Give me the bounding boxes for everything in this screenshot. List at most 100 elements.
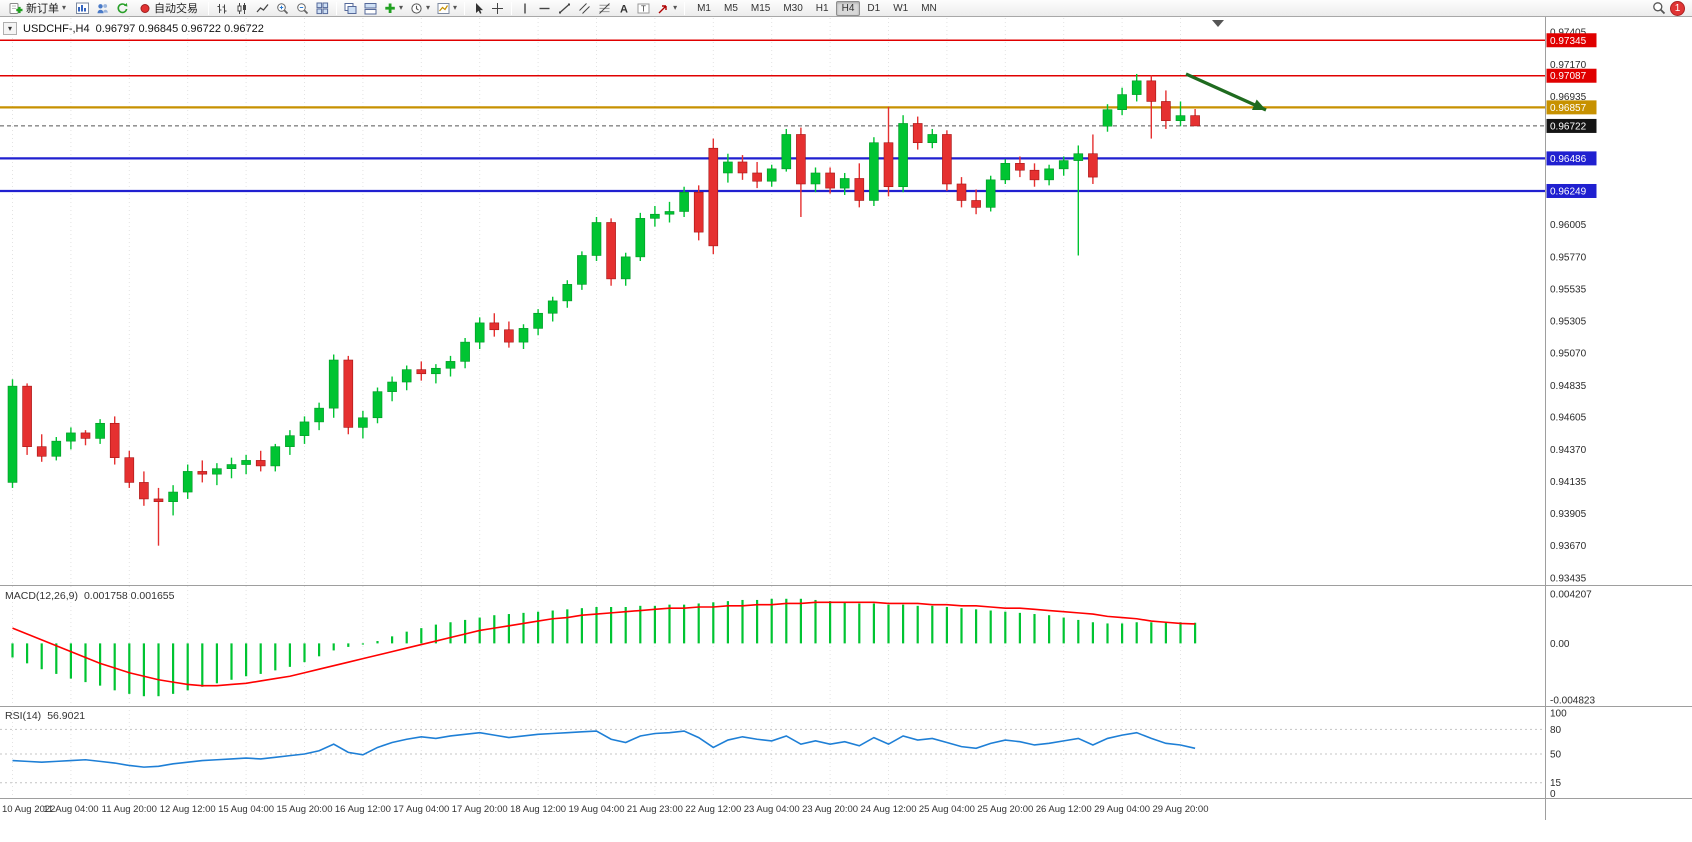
- timeframe-h4-button[interactable]: H4: [835, 0, 861, 16]
- svg-text:15 Aug 20:00: 15 Aug 20:00: [277, 804, 333, 815]
- cursor-button[interactable]: [469, 1, 487, 16]
- channel-tool-button[interactable]: [575, 1, 594, 16]
- autotrading-status-icon: [140, 3, 150, 13]
- candlestick-chart-icon: [237, 2, 247, 14]
- refresh-button[interactable]: [113, 1, 132, 16]
- crosshair-button[interactable]: [488, 1, 507, 16]
- timeframe-mn-button[interactable]: MN: [921, 2, 937, 14]
- svg-text:T: T: [641, 4, 646, 13]
- svg-text:0.97345: 0.97345: [1550, 36, 1587, 47]
- ohlc-values: 0.96797 0.96845 0.96722 0.96722: [95, 22, 264, 35]
- trendline-tool-button[interactable]: [555, 1, 574, 16]
- svg-text:0.004207: 0.004207: [1550, 590, 1592, 601]
- timeframe-m15-button[interactable]: M15: [750, 2, 771, 14]
- svg-text:0.97170: 0.97170: [1550, 60, 1587, 71]
- profiles-button[interactable]: [93, 1, 112, 16]
- toolbar-separator: [208, 1, 210, 15]
- svg-text:50: 50: [1550, 750, 1562, 761]
- timeframe-d1-button[interactable]: D1: [867, 2, 881, 14]
- text-tool-button[interactable]: A: [615, 1, 633, 16]
- svg-text:-0.004823: -0.004823: [1550, 696, 1595, 707]
- caret-down-icon: ▾: [399, 3, 404, 12]
- search-icon: [1653, 2, 1666, 15]
- arrange-windows-icon: [364, 2, 377, 14]
- zoom-out-icon: [297, 2, 309, 14]
- svg-text:0.96486: 0.96486: [1550, 154, 1587, 165]
- svg-text:15: 15: [1550, 778, 1562, 789]
- svg-text:0.94835: 0.94835: [1550, 381, 1587, 392]
- candlestick-chart-button[interactable]: [233, 1, 252, 16]
- rsi-name: RSI(14): [5, 710, 42, 722]
- svg-text:A: A: [620, 3, 628, 15]
- toolbar-separator: [684, 1, 686, 15]
- svg-text:80: 80: [1550, 725, 1562, 736]
- svg-text:0.93670: 0.93670: [1550, 541, 1587, 552]
- timeframe-m30-button[interactable]: M30: [783, 2, 803, 14]
- zoom-in-icon: [277, 2, 289, 14]
- trendline-icon: [559, 3, 571, 13]
- autotrading-button[interactable]: 自动交易: [133, 1, 204, 16]
- svg-text:15 Aug 04:00: 15 Aug 04:00: [218, 804, 274, 815]
- svg-text:24 Aug 12:00: 24 Aug 12:00: [861, 804, 917, 815]
- cascade-windows-button[interactable]: [341, 1, 360, 16]
- toolbar-separator: [511, 1, 513, 15]
- tile-windows-button[interactable]: [313, 1, 332, 16]
- zoom-in-button[interactable]: [273, 1, 292, 16]
- caret-down-icon: ▾: [453, 3, 458, 12]
- svg-text:0.96857: 0.96857: [1550, 103, 1587, 114]
- caret-down-icon: ▾: [426, 3, 431, 12]
- arrows-tool-button[interactable]: ▾: [654, 1, 680, 16]
- svg-text:18 Aug 12:00: 18 Aug 12:00: [510, 804, 566, 815]
- clock-icon: [411, 2, 422, 14]
- svg-text:25 Aug 04:00: 25 Aug 04:00: [919, 804, 975, 815]
- timeframe-w1-button[interactable]: W1: [893, 2, 909, 14]
- new-order-button[interactable]: 新订单 ▾: [3, 1, 72, 16]
- line-chart-icon: [256, 3, 269, 12]
- macd-header: MACD(12,26,9) 0.001758 0.001655: [5, 590, 174, 602]
- templates-button[interactable]: ▾: [434, 1, 460, 16]
- svg-text:0.97087: 0.97087: [1550, 71, 1587, 82]
- svg-text:12 Aug 12:00: 12 Aug 12:00: [160, 804, 216, 815]
- charts-window-button[interactable]: [73, 1, 92, 16]
- price-axis: 0.974050.971700.969350.967050.964700.962…: [1546, 28, 1597, 800]
- svg-text:0.96005: 0.96005: [1550, 220, 1587, 231]
- template-icon: [437, 2, 450, 14]
- vertical-line-tool-button[interactable]: [516, 1, 534, 16]
- panel-frames: [0, 17, 1692, 820]
- horizontal-line-tool-button[interactable]: [535, 1, 554, 16]
- caret-down-icon: ▾: [62, 3, 67, 12]
- label-tool-button[interactable]: T: [634, 1, 653, 16]
- svg-text:11 Aug 04:00: 11 Aug 04:00: [43, 804, 98, 815]
- svg-text:0.94370: 0.94370: [1550, 445, 1587, 456]
- one-click-trading-toggle[interactable]: ▾: [3, 22, 17, 35]
- search-button[interactable]: [1649, 1, 1669, 16]
- rsi-header: RSI(14) 56.9021: [5, 710, 85, 722]
- periods-button[interactable]: ▾: [407, 1, 433, 16]
- timeframe-m1-button[interactable]: M1: [697, 2, 711, 14]
- arrange-windows-button[interactable]: [361, 1, 380, 16]
- main-toolbar: 新订单 ▾ 自动交易: [0, 0, 1692, 17]
- svg-text:0.95070: 0.95070: [1550, 349, 1587, 360]
- text-label-icon: T: [637, 3, 650, 13]
- bar-chart-icon: [217, 3, 227, 13]
- svg-text:29 Aug 04:00: 29 Aug 04:00: [1094, 804, 1150, 815]
- bar-chart-button[interactable]: [213, 1, 232, 16]
- svg-text:17 Aug 20:00: 17 Aug 20:00: [452, 804, 508, 815]
- indicators-button[interactable]: ▾: [381, 1, 406, 16]
- zoom-out-button[interactable]: [293, 1, 312, 16]
- timeframe-group: M1 M5 M15 M30 H1 H4 D1 W1 MN: [691, 0, 943, 16]
- notification-badge[interactable]: 1: [1670, 0, 1685, 16]
- vertical-line-icon: [524, 3, 526, 13]
- timeframe-m5-button[interactable]: M5: [723, 2, 738, 14]
- timeframe-h1-button[interactable]: H1: [815, 2, 829, 14]
- fibonacci-tool-button[interactable]: [595, 1, 614, 16]
- rsi-layer: [0, 728, 1545, 784]
- line-chart-button[interactable]: [253, 1, 272, 16]
- svg-text:0.94605: 0.94605: [1550, 413, 1587, 424]
- hline-layer: [0, 39, 1545, 193]
- svg-text:29 Aug 20:00: 29 Aug 20:00: [1153, 804, 1209, 815]
- macd-name: MACD(12,26,9): [5, 590, 78, 602]
- svg-text:0.96249: 0.96249: [1550, 186, 1587, 197]
